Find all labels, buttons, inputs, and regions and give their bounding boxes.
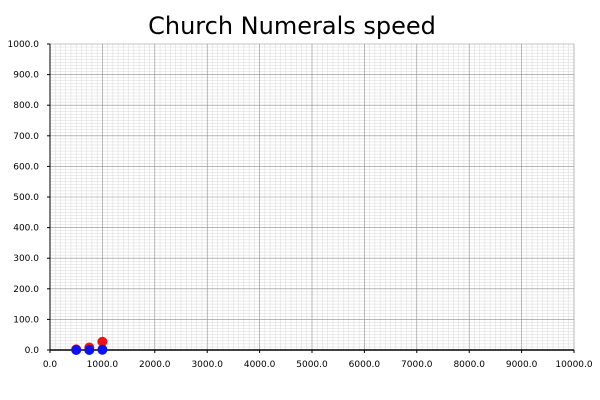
y-tick-label: 300.0 — [13, 254, 39, 264]
y-axis-ticks: 0.0 100.0 200.0 300.0 400.0 500.0 600.0 700.0 80… — [8, 40, 50, 356]
x-tick-label: 8000.0 — [453, 360, 485, 370]
x-tick-label: 2000.0 — [139, 360, 171, 370]
x-tick-label: 0.0 — [43, 360, 58, 370]
x-tick-label: 7000.0 — [401, 360, 433, 370]
chart-title: Church Numerals speed — [148, 12, 436, 40]
y-tick-label: 400.0 — [13, 224, 39, 234]
data-point — [97, 336, 108, 347]
x-tick-label: 3000.0 — [191, 360, 223, 370]
y-tick-label: 600.0 — [13, 162, 39, 172]
data-point — [84, 345, 95, 355]
x-tick-label: 5000.0 — [296, 360, 328, 370]
x-tick-label: 1000.0 — [87, 360, 119, 370]
x-tick-label: 6000.0 — [349, 360, 381, 370]
x-tick-label: 9000.0 — [506, 360, 538, 370]
y-tick-label: 800.0 — [13, 101, 39, 111]
x-tick-label: 10000.0 — [555, 360, 592, 370]
y-tick-label: 1000.0 — [8, 40, 40, 50]
x-axis-ticks: 0.0 1000.0 2000.0 3000.0 4000.0 5000.0 6000.0 7… — [43, 350, 593, 370]
y-tick-label: 700.0 — [13, 132, 39, 142]
major-grid — [49, 43, 575, 351]
data-point — [71, 345, 82, 355]
y-tick-label: 0.0 — [25, 346, 40, 356]
y-tick-label: 500.0 — [13, 193, 39, 203]
data-points — [71, 336, 108, 355]
y-tick-label: 200.0 — [13, 285, 39, 295]
data-point — [97, 344, 108, 355]
y-tick-label: 100.0 — [13, 315, 39, 325]
x-tick-label: 4000.0 — [244, 360, 276, 370]
y-tick-label: 900.0 — [13, 71, 39, 81]
